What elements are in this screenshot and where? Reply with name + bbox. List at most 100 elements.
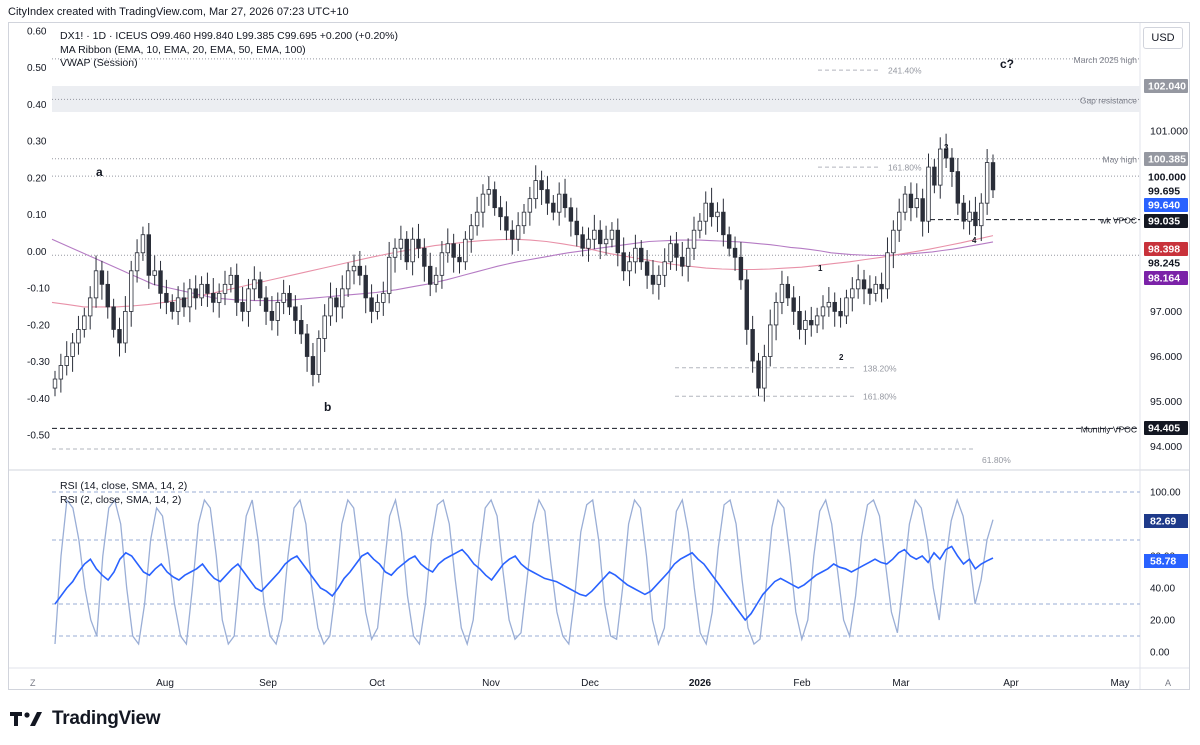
candle-body[interactable] [920, 198, 925, 222]
candle-body[interactable] [732, 247, 738, 258]
candle-body[interactable] [533, 180, 538, 200]
candle-body[interactable] [205, 283, 210, 294]
candle-body[interactable] [768, 324, 773, 357]
rsi2-line[interactable] [54, 497, 994, 647]
ema-100-line[interactable] [51, 238, 994, 302]
candle-body[interactable] [674, 243, 679, 258]
candle-body[interactable] [58, 365, 64, 380]
candle-body[interactable] [633, 247, 638, 263]
candle-body[interactable] [914, 198, 919, 209]
candle-body[interactable] [902, 193, 908, 213]
candle-body[interactable] [257, 279, 263, 299]
candle-body[interactable] [187, 288, 193, 308]
candle-body[interactable] [474, 211, 480, 227]
candle-body[interactable] [445, 243, 450, 254]
candle-body[interactable] [386, 256, 392, 294]
candle-body[interactable] [545, 189, 550, 204]
candle-body[interactable] [680, 256, 685, 267]
candle-body[interactable] [340, 288, 345, 308]
candle-body[interactable] [164, 292, 169, 303]
candle-body[interactable] [850, 288, 855, 299]
candle-body[interactable] [650, 274, 656, 285]
candle-body[interactable] [955, 171, 961, 204]
candle-body[interactable] [609, 229, 615, 240]
candle-body[interactable] [304, 333, 310, 357]
candle-body[interactable] [897, 211, 902, 231]
candle-body[interactable] [275, 301, 280, 321]
rsi14-indicator[interactable]: RSI (14, close, SMA, 14, 2) [60, 480, 188, 492]
candle-body[interactable] [891, 229, 896, 254]
candle-body[interactable] [621, 252, 626, 272]
candle-body[interactable] [111, 306, 116, 330]
candle-body[interactable] [492, 189, 497, 209]
candle-body[interactable] [299, 320, 304, 335]
candle-body[interactable] [322, 315, 327, 339]
candle-body[interactable] [345, 270, 351, 290]
candle-body[interactable] [867, 288, 873, 294]
candle-body[interactable] [556, 193, 562, 213]
candle-body[interactable] [580, 234, 585, 249]
candle-body[interactable] [480, 193, 486, 213]
candle-body[interactable] [252, 279, 257, 290]
candle-body[interactable] [861, 279, 867, 290]
candle-body[interactable] [551, 202, 556, 213]
candle-body[interactable] [855, 279, 861, 290]
candle-body[interactable] [803, 320, 808, 330]
candle-body[interactable] [158, 270, 163, 294]
candle-body[interactable] [152, 270, 157, 276]
candle-body[interactable] [832, 301, 837, 312]
candle-body[interactable] [598, 229, 603, 245]
candle-body[interactable] [469, 225, 474, 240]
candle-body[interactable] [510, 229, 515, 240]
candle-body[interactable] [93, 270, 99, 299]
candle-body[interactable] [979, 202, 984, 227]
candle-body[interactable] [656, 274, 662, 285]
candle-body[interactable] [82, 315, 87, 330]
vwap-indicator[interactable]: VWAP (Session) [60, 57, 138, 69]
candle-body[interactable] [351, 265, 357, 272]
candle-body[interactable] [398, 238, 404, 249]
candle-body[interactable] [943, 148, 949, 159]
candle-body[interactable] [427, 265, 433, 285]
candle-body[interactable] [216, 292, 222, 303]
rsi14-line[interactable] [54, 545, 994, 622]
tradingview-logo[interactable]: TradingView [10, 708, 161, 730]
candle-body[interactable] [844, 297, 849, 317]
candle-body[interactable] [568, 207, 574, 222]
candle-body[interactable] [363, 274, 368, 299]
candle-body[interactable] [715, 211, 720, 218]
candle-body[interactable] [498, 207, 503, 218]
candle-body[interactable] [756, 360, 761, 389]
candle-body[interactable] [99, 270, 105, 285]
symbol-ohlc-line[interactable]: DX1! · 1D · ICEUS O99.460 H99.840 L99.38… [60, 30, 398, 42]
candle-body[interactable] [961, 202, 966, 222]
candle-body[interactable] [357, 265, 363, 276]
candle-body[interactable] [240, 301, 245, 312]
candle-body[interactable] [967, 211, 972, 222]
candle-body[interactable] [375, 301, 380, 312]
candle-body[interactable] [146, 234, 151, 276]
candle-body[interactable] [416, 238, 421, 249]
candle-body[interactable] [134, 252, 140, 272]
candle-body[interactable] [334, 297, 339, 308]
candle-body[interactable] [709, 202, 714, 218]
candle-body[interactable] [873, 283, 878, 294]
candle-body[interactable] [504, 216, 509, 231]
candle-body[interactable] [814, 315, 820, 326]
candle-body[interactable] [773, 301, 779, 326]
candle-body[interactable] [369, 297, 374, 312]
candle-body[interactable] [170, 301, 175, 312]
candle-body[interactable] [885, 252, 890, 290]
candle-body[interactable] [574, 220, 579, 236]
candle-body[interactable] [451, 243, 456, 258]
candle-body[interactable] [410, 238, 415, 263]
candle-body[interactable] [738, 256, 744, 281]
candle-body[interactable] [932, 166, 937, 186]
ma-ribbon-indicator[interactable]: MA Ribbon (EMA, 10, EMA, 20, EMA, 50, EM… [60, 43, 306, 56]
rsi2-indicator[interactable]: RSI (2, close, SMA, 14, 2) [60, 493, 182, 506]
candle-body[interactable] [726, 234, 732, 249]
candle-body[interactable] [644, 261, 650, 276]
candle-body[interactable] [762, 356, 767, 389]
candle-body[interactable] [779, 283, 785, 303]
